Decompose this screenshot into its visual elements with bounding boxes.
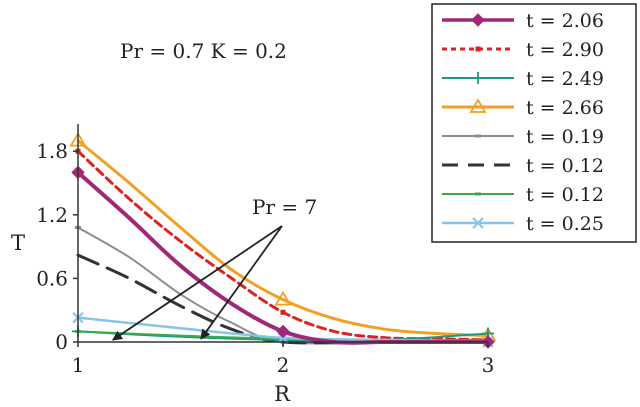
legend-marker-8-shape: [472, 217, 484, 229]
x-tick-label-2: 2: [277, 353, 290, 377]
legend-label-1: t = 2.06: [526, 10, 604, 32]
legend-marker-3: [472, 72, 484, 84]
legend-box: [431, 3, 637, 243]
legend-marker-7-shape: [475, 192, 481, 196]
legend-marker-4: [469, 98, 487, 113]
legend-marker-2-shape: [475, 46, 481, 52]
legend-label-4: t = 2.66: [526, 97, 604, 119]
legend-item-5: t = 0.19: [442, 126, 604, 148]
legend-label-3: t = 2.49: [526, 68, 604, 90]
axes: 0 0.6 1.2 1.8 1 2 3: [36, 124, 494, 377]
series-1-point-5-shape: [276, 324, 290, 339]
y-axis-title: T: [11, 231, 25, 255]
legend-marker-4-shape: [469, 98, 487, 113]
x-tick-label-1: 1: [72, 353, 85, 377]
legend-item-8: t = 0.25: [442, 213, 604, 235]
series-1-point-5: [276, 324, 290, 339]
pr-annotation: Pr = 7: [252, 195, 317, 219]
legend-marker-1: [471, 13, 485, 27]
y-tick-label-3: 1.2: [36, 203, 68, 227]
series-4-line: [76, 139, 490, 338]
series-1: [71, 165, 495, 349]
legend-item-6: t = 0.12: [442, 155, 604, 177]
legend-marker-5: [475, 134, 481, 138]
legend-label-6: t = 0.12: [526, 155, 604, 177]
legend-item-4: t = 2.66: [442, 97, 604, 119]
legend-item-3: t = 2.49: [442, 68, 604, 90]
y-tick-label-4: 1.8: [36, 139, 68, 163]
legend-marker-3-shape: [472, 72, 484, 84]
series-4-point-5: [274, 290, 292, 306]
legend-marker-2: [475, 46, 481, 52]
legend-marker-5-shape: [475, 134, 481, 138]
series-2-point-5-shape: [280, 309, 286, 315]
params-annotation: Pr = 0.7 K = 0.2: [120, 39, 287, 63]
legend-label-8: t = 0.25: [526, 213, 604, 235]
x-tick-label-3: 3: [482, 353, 495, 377]
series-2: [75, 148, 491, 343]
legend-marker-1-shape: [471, 13, 485, 27]
legend-item-7: t = 0.12: [442, 184, 604, 206]
y-tick-label-1: 0: [55, 330, 68, 354]
series-4-point-5-shape: [274, 290, 292, 306]
legend-label-2: t = 2.90: [526, 39, 604, 61]
pr-arrows: [112, 225, 283, 341]
legend-item-2: t = 2.90: [442, 39, 604, 61]
legend-label-5: t = 0.19: [526, 126, 604, 148]
legend-marker-8: [472, 217, 484, 229]
pr-arrow-2: [200, 225, 283, 340]
legend-marker-7: [475, 192, 481, 196]
legend-item-1: t = 2.06: [442, 10, 604, 32]
legend-label-7: t = 0.12: [526, 184, 604, 206]
x-axis-title: R: [274, 382, 291, 406]
pr-arrow-1: [112, 225, 283, 341]
legend: t = 2.06 t = 2.90 t = 2.49 t = 2.66 t = 0.19…: [431, 3, 637, 243]
series-2-point-5: [280, 309, 286, 315]
y-tick-label-2: 0.6: [36, 266, 68, 290]
